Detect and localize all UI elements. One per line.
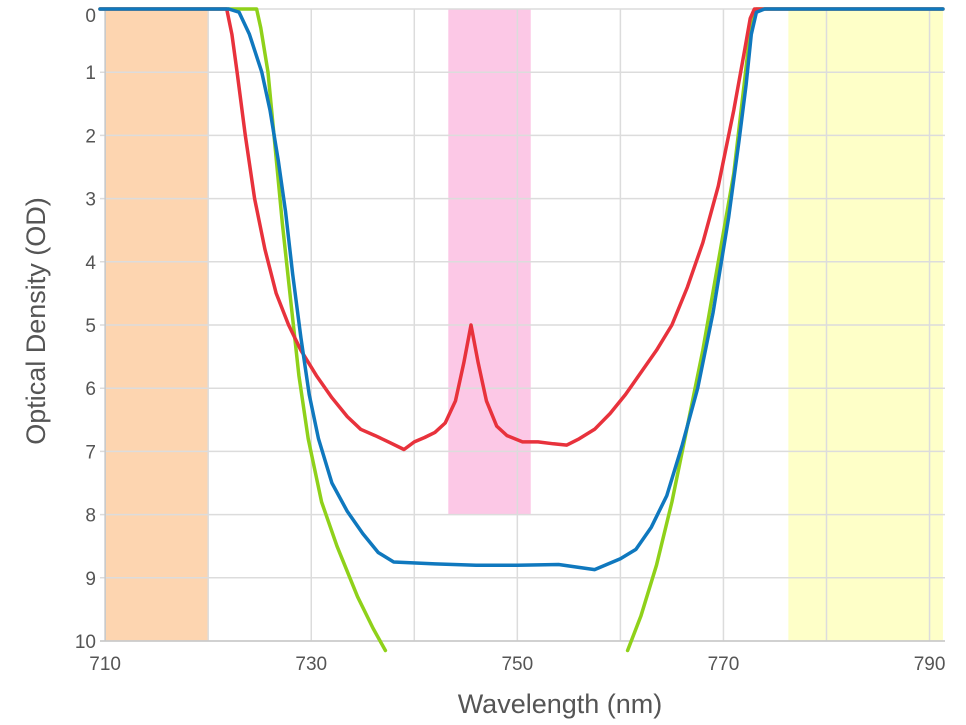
series-line-2: [98, 7, 945, 452]
series-layer: [98, 7, 945, 653]
y-tick-label-4: 4: [85, 253, 96, 274]
grid-layer: [100, 8, 945, 642]
series-line-3: [98, 7, 945, 572]
y-tick-label-8: 8: [85, 506, 96, 527]
y-tick-label-7: 7: [85, 442, 96, 463]
x-tick-label-2: 750: [501, 654, 533, 675]
x-tick-label-0: 710: [89, 654, 121, 675]
y-tick-label-3: 3: [85, 190, 96, 211]
y-tick-label-1: 1: [85, 63, 96, 84]
series-line-1: [625, 7, 945, 653]
x-tick-label-3: 770: [708, 654, 740, 675]
x-tick-label-1: 730: [295, 654, 327, 675]
y-axis-title: Optical Density (OD): [21, 197, 51, 445]
x-axis-title: Wavelength (nm): [458, 689, 663, 719]
y-tick-label-9: 9: [85, 569, 96, 590]
y-tick-label-2: 2: [85, 126, 96, 147]
y-tick-label-0: 0: [85, 6, 96, 27]
y-tick-label-6: 6: [85, 379, 96, 400]
x-tick-label-4: 790: [914, 654, 946, 675]
y-tick-label-10: 10: [75, 632, 96, 653]
y-tick-label-5: 5: [85, 316, 96, 337]
